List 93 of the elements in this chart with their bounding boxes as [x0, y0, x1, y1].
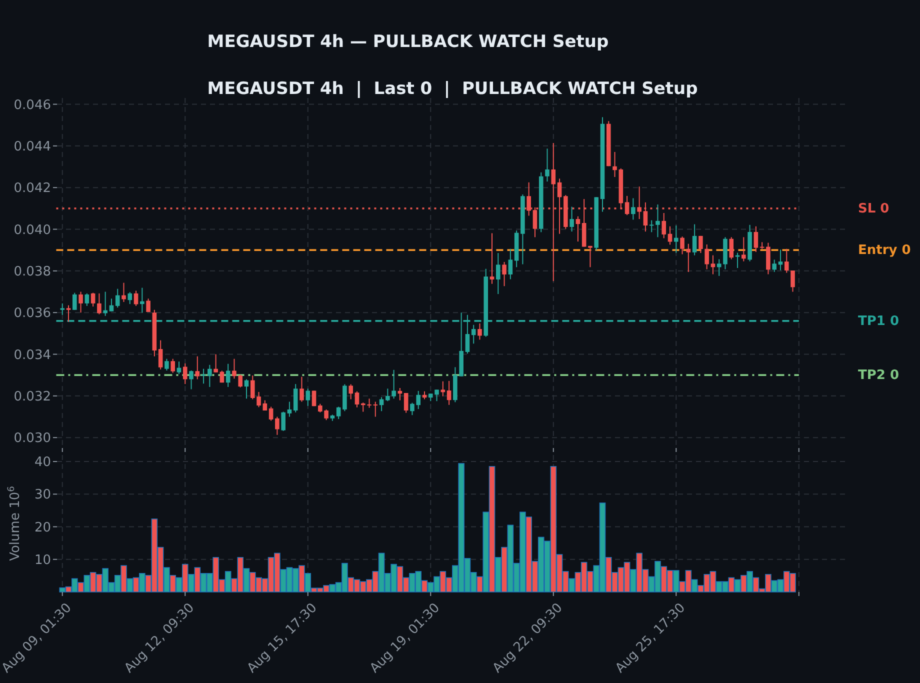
- candlestick: [208, 364, 212, 388]
- candlestick: [662, 212, 666, 239]
- candlestick: [60, 302, 65, 316]
- ref-line-label: SL 0: [858, 201, 890, 216]
- candlestick: [790, 270, 795, 292]
- candlestick: [772, 259, 776, 272]
- candlestick: [182, 362, 188, 385]
- candlestick: [637, 186, 642, 220]
- candlestick: [545, 148, 550, 182]
- y-tick-label: 0.046: [14, 98, 51, 113]
- candlestick: [226, 363, 230, 388]
- y-tick-label: 0.040: [14, 222, 51, 238]
- candlestick: [189, 370, 194, 390]
- candlestick: [140, 287, 144, 314]
- y-tick-label: 10: [34, 552, 51, 568]
- y-tick-label: 0.034: [14, 348, 51, 363]
- candlestick: [170, 358, 175, 374]
- candlestick: [78, 291, 83, 314]
- y-tick-label: 0.044: [14, 139, 51, 154]
- candlestick: [502, 261, 506, 287]
- candlestick: [446, 380, 452, 406]
- candlestick: [90, 292, 96, 308]
- candlestick: [293, 384, 298, 413]
- candlestick: [158, 340, 163, 370]
- candlestick: [128, 292, 132, 305]
- candlestick: [490, 232, 494, 284]
- candlestick: [631, 198, 636, 220]
- candlestick: [624, 195, 630, 216]
- candlestick: [440, 380, 446, 397]
- candlestick: [496, 252, 500, 295]
- candlestick: [692, 224, 697, 256]
- candlestick: [122, 282, 126, 302]
- y-tick-label: 30: [34, 488, 51, 503]
- y-tick-label: 40: [34, 455, 51, 470]
- candlestick: [134, 290, 138, 306]
- candlestick: [784, 248, 789, 274]
- candlestick: [146, 298, 150, 312]
- candlestick: [281, 411, 286, 432]
- ref-line-label: TP1 0: [858, 314, 900, 329]
- candlestick: [115, 288, 120, 308]
- chart-title: MEGAUSDT 4h — PULLBACK WATCH Setup: [207, 32, 609, 52]
- candlestick: [306, 388, 310, 406]
- candlestick: [275, 416, 280, 436]
- candlestick: [109, 298, 114, 312]
- candlestick: [656, 204, 660, 238]
- ref-line-label: Entry 0: [858, 243, 911, 258]
- y-tick-label: 0.038: [14, 264, 51, 280]
- candlestick: [195, 356, 200, 380]
- candlestick: [312, 390, 316, 407]
- chart-subtitle: MEGAUSDT 4h | Last 0 | PULLBACK WATCH Setup: [207, 79, 698, 99]
- candlestick: [404, 392, 408, 414]
- candlestick: [588, 245, 592, 268]
- y-tick-label: 0.032: [14, 389, 51, 404]
- candlestick: [72, 292, 77, 310]
- candlestick: [710, 254, 716, 275]
- candlestick: [729, 236, 734, 260]
- candlestick: [342, 384, 347, 412]
- candlestick: [686, 243, 691, 272]
- candlestick: [103, 291, 108, 316]
- candlestick: [735, 252, 740, 268]
- candlestick: [66, 304, 71, 322]
- candlestick: [576, 216, 580, 242]
- candlestick: [570, 206, 574, 232]
- candlestick: [754, 226, 758, 252]
- candlestick: [698, 235, 703, 254]
- candlestick: [508, 248, 513, 280]
- candlestick: [612, 151, 617, 178]
- candlestick: [478, 322, 482, 340]
- candlestick: [674, 225, 678, 254]
- candlestick: [742, 236, 746, 262]
- candlestick: [97, 292, 102, 315]
- candlestick: [176, 361, 182, 375]
- candlestick: [680, 236, 684, 255]
- ref-line-label: TP2 0: [858, 368, 900, 384]
- candlestick: [300, 376, 304, 402]
- candlestick: [354, 390, 360, 408]
- y-tick-label: 0.030: [14, 431, 51, 446]
- candlestick: [649, 220, 654, 233]
- candlestick: [268, 406, 274, 422]
- candlestick: [471, 324, 476, 344]
- candlestick: [214, 354, 218, 373]
- candlestick: [287, 401, 292, 418]
- candlestick: [244, 378, 249, 400]
- y-tick-label: 0.042: [14, 181, 51, 196]
- candlestick: [766, 242, 770, 275]
- candlestick: [348, 384, 353, 400]
- y-tick-label: 0.036: [14, 306, 51, 322]
- candlestick: [336, 406, 341, 420]
- candlestick: [668, 226, 672, 246]
- candlestick: [84, 292, 90, 306]
- candlestick: [704, 244, 709, 270]
- y-tick-label: 20: [34, 520, 51, 536]
- candlestick: [164, 358, 169, 371]
